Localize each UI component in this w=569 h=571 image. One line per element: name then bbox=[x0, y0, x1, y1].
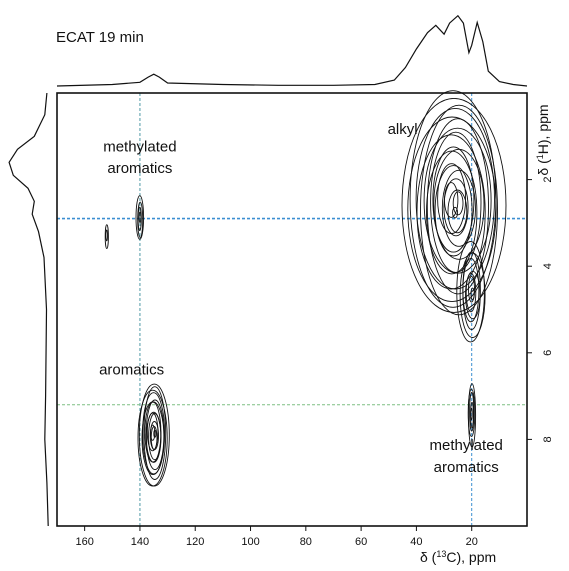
contour-level bbox=[452, 206, 459, 219]
contour-level bbox=[467, 383, 477, 448]
x-tick-label: 140 bbox=[131, 536, 149, 548]
contour-level bbox=[138, 383, 170, 487]
peak-aromatics bbox=[137, 383, 170, 487]
contour-level bbox=[444, 182, 459, 218]
y-tick-label: 6 bbox=[542, 350, 554, 356]
y-tick-label: 8 bbox=[542, 436, 554, 442]
contour-level bbox=[434, 165, 473, 257]
contour-level bbox=[469, 392, 475, 432]
contour-level bbox=[426, 150, 478, 275]
peak-methylated-aromatics-small bbox=[104, 224, 109, 249]
contour-level bbox=[462, 251, 481, 330]
contour-level bbox=[447, 189, 468, 234]
top-projection-trace bbox=[56, 14, 528, 87]
x-tick-label: 80 bbox=[300, 536, 312, 548]
contour-level bbox=[401, 97, 507, 313]
contour-level bbox=[443, 178, 469, 237]
contour-level bbox=[452, 191, 464, 216]
contour-level bbox=[407, 116, 497, 303]
annotation-label: aromatics bbox=[107, 160, 172, 177]
peak-methylated-aromatics-aromatic bbox=[135, 195, 145, 240]
x-tick-label: 100 bbox=[241, 536, 259, 548]
contour-level bbox=[415, 107, 495, 290]
contour-level bbox=[142, 392, 166, 475]
y-axis-ticks: 2 4 6 8 bbox=[527, 177, 554, 442]
annotation-label: methylated bbox=[103, 139, 176, 156]
plot-frame bbox=[56, 92, 528, 527]
contour-level bbox=[141, 401, 165, 476]
x-tick-label: 20 bbox=[466, 536, 478, 548]
contour-level bbox=[433, 148, 485, 260]
y-tick-label: 4 bbox=[542, 263, 554, 269]
contour-peaks bbox=[104, 90, 507, 487]
contour-level bbox=[441, 169, 476, 247]
annotation-label: aromatics bbox=[99, 361, 164, 378]
annotation-label: aromatics bbox=[434, 459, 499, 476]
x-tick-label: 60 bbox=[355, 536, 367, 548]
peak-alkyl bbox=[401, 90, 507, 316]
contour-level bbox=[135, 195, 145, 240]
y-tick-label: 2 bbox=[542, 177, 554, 183]
contour-level bbox=[143, 386, 167, 480]
x-tick-label: 160 bbox=[75, 536, 93, 548]
x-axis-ticks: 160 140 120 100 80 60 40 20 bbox=[75, 526, 478, 548]
x-axis-title: δ (13C), ppm bbox=[420, 549, 496, 565]
contour-level bbox=[105, 229, 108, 242]
left-projection-trace bbox=[8, 92, 49, 527]
annotation-label: methylated bbox=[430, 437, 503, 454]
x-tick-label: 120 bbox=[186, 536, 204, 548]
contour-level bbox=[465, 272, 477, 313]
contour-level bbox=[137, 201, 144, 238]
chart-title: ECAT 19 min bbox=[56, 29, 144, 46]
y-axis-title: δ (1H), ppm bbox=[535, 104, 551, 175]
contour-level bbox=[426, 118, 489, 295]
contour-level bbox=[437, 163, 467, 234]
peak-alkyl-tail bbox=[456, 241, 486, 343]
contour-level bbox=[432, 146, 475, 253]
contour-level bbox=[104, 224, 109, 249]
contour-level bbox=[456, 241, 485, 343]
contour-level bbox=[430, 131, 482, 273]
contour-level bbox=[409, 90, 497, 308]
annotation-label: alkyl bbox=[388, 121, 418, 138]
peak-methylated-aromatics-methyl bbox=[467, 383, 477, 448]
contour-level bbox=[420, 104, 498, 316]
contour-level bbox=[468, 275, 475, 303]
contour-level bbox=[459, 252, 486, 338]
contour-level bbox=[146, 412, 159, 452]
annotations: methylated aromatics alkyl aromatics methyla… bbox=[99, 121, 503, 476]
x-tick-label: 40 bbox=[410, 536, 422, 548]
